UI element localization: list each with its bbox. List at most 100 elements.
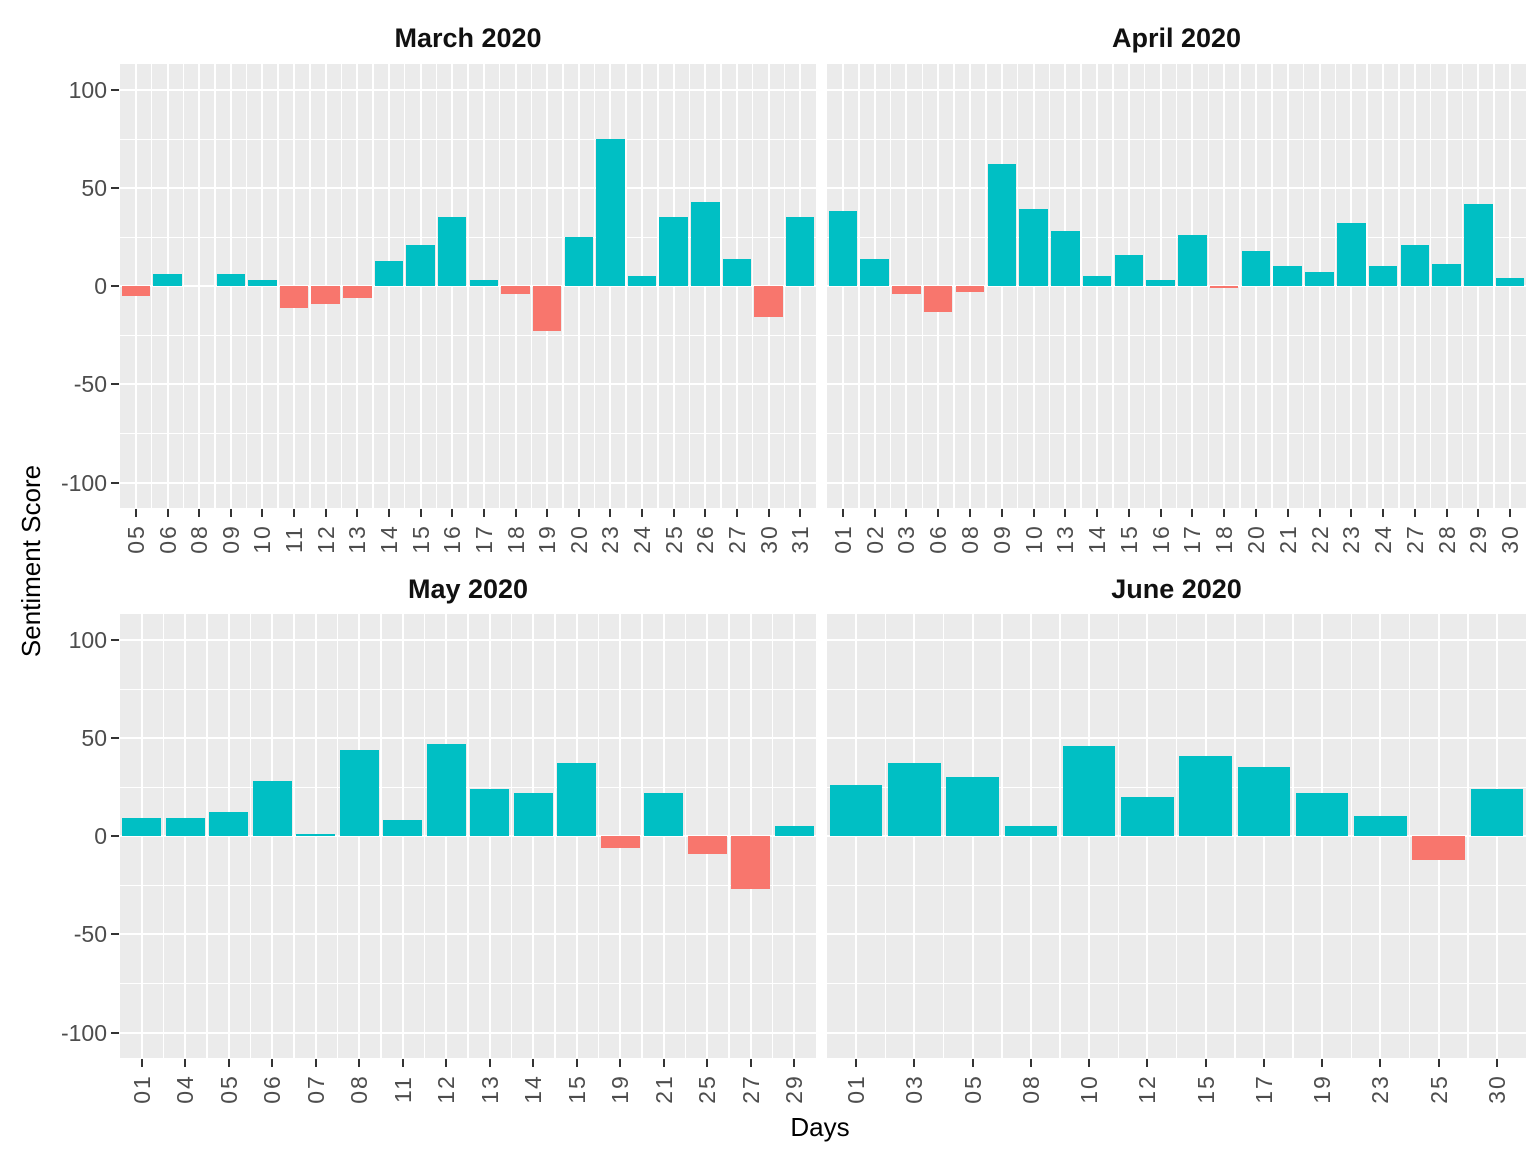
gridline-v-minor (1175, 614, 1178, 1058)
gridline-v-minor (309, 64, 311, 508)
gridline-v-minor (1234, 614, 1236, 1058)
x-tick-label: 12 (433, 1074, 460, 1104)
x-tick-mark (1254, 509, 1257, 517)
bar (1305, 272, 1334, 286)
bar (248, 280, 277, 286)
gridline-v-minor (942, 614, 945, 1058)
gridline-v-major (419, 64, 422, 508)
gridline-v-minor (1112, 64, 1114, 508)
y-axis-title: Sentiment Score (16, 464, 46, 658)
gridline-v-major (358, 614, 361, 1058)
y-tick-mark (111, 933, 119, 936)
x-tick-label: 12 (1134, 1074, 1161, 1104)
gridline-v-minor (1461, 64, 1464, 508)
x-tick-mark (140, 1059, 143, 1067)
bar (1295, 792, 1349, 836)
gridline-v-major (793, 614, 796, 1058)
x-tick-mark (913, 1059, 916, 1067)
x-tick-mark (609, 509, 612, 517)
x-tick-label: 08 (1017, 1074, 1044, 1104)
y-tick-label: 0 (94, 273, 107, 299)
x-tick-mark (905, 509, 908, 517)
bar (1470, 788, 1524, 836)
x-tick-mark (1413, 509, 1416, 517)
bar (153, 274, 182, 286)
x-tick-mark (1146, 1059, 1149, 1067)
x-tick-label: 15 (407, 524, 434, 554)
gridline-v-major (1413, 64, 1416, 508)
x-tick-mark (1032, 509, 1035, 517)
x-tick-label: 23 (597, 524, 624, 554)
bar (470, 788, 510, 836)
x-tick-mark (855, 1059, 858, 1067)
bar (1354, 816, 1407, 836)
bar (216, 274, 245, 286)
gridline-v-minor (182, 64, 185, 508)
gridline-v-major (704, 64, 707, 508)
gridline-v-minor (1175, 64, 1178, 508)
gridline-v-major (662, 614, 665, 1058)
y-tick-mark (111, 481, 119, 484)
bar (1178, 234, 1207, 286)
gridline-v-minor (884, 614, 887, 1058)
panel-title: March 2020 (394, 23, 542, 53)
x-tick-label: 19 (607, 1074, 634, 1104)
x-tick-mark (1223, 509, 1226, 517)
gridline-v-major (1495, 614, 1498, 1058)
bar (774, 826, 814, 836)
x-tick-label: 21 (650, 1074, 677, 1104)
bar (209, 812, 249, 836)
bar (691, 201, 720, 286)
bar (600, 836, 640, 848)
gridline-v-minor (530, 64, 533, 508)
x-tick-label: 02 (861, 524, 888, 554)
gridline-v-minor (641, 614, 643, 1058)
gridline-v-major (577, 64, 580, 508)
bar (955, 286, 985, 292)
gridline-v-major (1254, 64, 1257, 508)
x-tick-mark (401, 1059, 404, 1067)
x-tick-mark (1382, 509, 1384, 517)
gridline-v-major (873, 64, 876, 508)
gridline-v-minor (1207, 64, 1210, 508)
bar (627, 276, 657, 286)
x-tick-mark (841, 509, 844, 517)
gridline-v-minor (751, 64, 754, 508)
gridline-v-major (913, 614, 916, 1058)
x-tick-label: 18 (1211, 524, 1238, 554)
bar (888, 763, 941, 836)
gridline-v-minor (1302, 64, 1305, 508)
gridline-v-minor (340, 64, 343, 508)
bar (892, 286, 921, 294)
x-tick-mark (227, 1059, 230, 1067)
y-tick-label: -100 (60, 469, 107, 496)
gridline-v-minor (554, 614, 556, 1058)
bar (1146, 280, 1175, 286)
x-tick-mark (662, 1059, 665, 1067)
bar (1273, 266, 1302, 286)
x-tick-mark (1204, 1059, 1207, 1067)
x-tick-mark (229, 509, 232, 517)
gridline-v-minor (953, 64, 955, 508)
x-tick-label: 03 (893, 524, 920, 554)
gridline-v-minor (293, 614, 295, 1058)
bar (121, 286, 151, 296)
gridline-v-minor (150, 64, 153, 508)
bar (1464, 203, 1493, 286)
gridline-v-minor (1292, 614, 1294, 1058)
bar (1062, 745, 1116, 836)
bar (557, 763, 597, 836)
bar (1019, 209, 1048, 286)
x-tick-label: 13 (344, 524, 371, 554)
bar (659, 217, 688, 286)
gridline-v-major (609, 64, 612, 508)
gridline-v-minor (684, 614, 687, 1058)
x-tick-label: 29 (781, 1074, 808, 1104)
y-tick-label: 100 (68, 626, 107, 653)
gridline-v-major (488, 614, 491, 1058)
x-tick-label: 13 (1052, 524, 1079, 554)
gridline-v-minor (1048, 64, 1051, 508)
gridline-v-major (575, 614, 578, 1058)
y-tick-mark (111, 736, 119, 739)
x-tick-label: 21 (1274, 524, 1301, 554)
